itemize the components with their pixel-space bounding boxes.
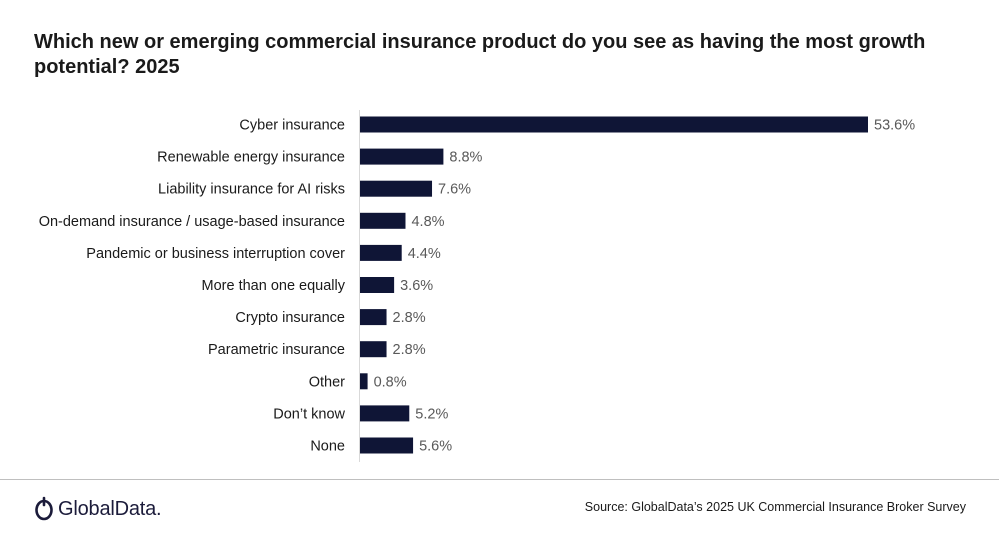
data-label: 0.8% [374,374,407,390]
category-label: On-demand insurance / usage-based insura… [39,214,345,230]
footer-divider [0,479,999,480]
bar [360,309,387,326]
source-note: Source: GlobalData’s 2025 UK Commercial … [584,500,966,514]
bar [360,212,406,229]
data-label: 2.8% [393,310,426,326]
category-label: Other [309,374,345,390]
bar [360,341,387,358]
data-label: 7.6% [438,182,471,198]
data-label: 5.6% [419,439,452,455]
data-label: 4.8% [411,214,444,230]
bar-chart: Cyber insurance 53.6% Renewable energy ins… [39,110,915,462]
data-label: 2.8% [393,342,426,358]
category-label: Don’t know [273,406,345,422]
bar [360,437,414,454]
category-label: Parametric insurance [208,342,345,358]
brand-name: GlobalData. [58,497,162,520]
bar [360,180,433,197]
category-label: More than one equally [202,278,346,294]
category-label: Pandemic or business interruption cover [86,246,345,262]
category-label: Liability insurance for AI risks [158,182,345,198]
data-label: 4.4% [408,246,441,262]
bar [360,244,402,261]
bar [360,405,410,422]
chart-title: Which new or emerging commercial insuran… [34,31,926,78]
category-label: None [310,439,345,455]
bar [360,148,444,165]
data-label: 5.2% [415,406,448,422]
data-label: 3.6% [400,278,433,294]
bar [360,277,395,293]
category-label: Crypto insurance [235,310,345,326]
data-label: 8.8% [449,150,482,166]
bar [360,116,868,133]
bars-layer: Cyber insurance 53.6% Renewable energy ins… [39,116,915,455]
bar [360,373,368,390]
category-label: Cyber insurance [239,118,345,134]
globaldata-logo-icon [35,496,53,521]
globaldata-logo: GlobalData. [34,496,162,522]
data-label: 53.6% [874,118,915,134]
category-label: Renewable energy insurance [157,150,345,166]
